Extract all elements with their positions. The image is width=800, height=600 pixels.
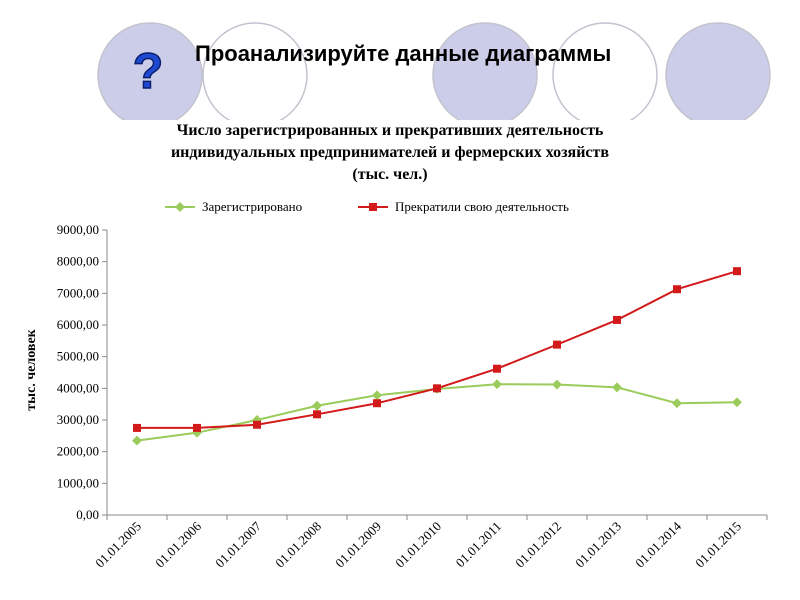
y-tick-label: 6000,00 [57, 317, 99, 332]
series-2-point [373, 399, 381, 408]
chart-title-line-1: Число зарегистрированных и прекративших … [176, 122, 604, 139]
legend-label-1: Зарегистрировано [202, 199, 302, 214]
series-1-point [492, 379, 502, 390]
x-tick-label: 01.01.2014 [632, 518, 684, 570]
x-tick-label: 01.01.2008 [272, 519, 324, 571]
y-tick-label: 1000,00 [57, 475, 99, 490]
series-1-point [732, 397, 742, 408]
y-tick-label: 5000,00 [57, 349, 99, 364]
x-tick-label: 01.01.2006 [152, 518, 204, 570]
series-2-point [673, 285, 681, 294]
decor-circle-3 [432, 22, 538, 120]
series-1-point [312, 400, 322, 411]
x-tick-label: 01.01.2013 [572, 519, 624, 571]
y-tick-label: 2000,00 [57, 444, 99, 459]
y-axis-title: тыс. человек [24, 328, 39, 410]
decorative-circles: ? [97, 22, 771, 120]
series-1-point [552, 379, 562, 390]
x-tick-label: 01.01.2011 [452, 519, 504, 571]
series-2-point [433, 384, 441, 393]
slide-title: Проанализируйте данные диаграммы [195, 41, 612, 66]
chart-title-line-2: индивидуальных предпринимателей и фермер… [170, 144, 610, 161]
y-tick-label: 8000,00 [57, 254, 99, 269]
series-2-point [613, 315, 621, 324]
x-tick-label: 01.01.2010 [392, 519, 444, 571]
series-2-point [193, 423, 201, 432]
line-chart: 0,00 1000,00 2000,00 3000,00 4000,00 5000,00 6… [24, 199, 768, 571]
series-1-point [132, 435, 142, 446]
series-2-point [553, 340, 561, 349]
y-tick-label: 4000,00 [57, 380, 99, 395]
question-mark-icon: ? [133, 43, 164, 99]
series-line-2 [137, 270, 738, 429]
y-tick-label: 9000,00 [57, 222, 99, 237]
legend-label-2: Прекратили свою деятельность [395, 199, 569, 214]
series-2-point [493, 364, 501, 373]
decor-circle-2 [202, 22, 308, 120]
decor-circle-5 [665, 22, 771, 120]
x-tick-label: 01.01.2015 [692, 519, 744, 571]
series-2-point [133, 423, 141, 432]
legend-marker-1 [175, 202, 185, 212]
y-tick-label: 7000,00 [57, 285, 99, 300]
series-1-point [372, 390, 382, 401]
y-tick-label: 3000,00 [57, 412, 99, 427]
series-2-point [313, 410, 321, 419]
decor-circle-4 [552, 22, 658, 120]
x-tick-label: 01.01.2005 [92, 519, 144, 571]
series-1-point [672, 398, 682, 409]
chart-title: Число зарегистрированных и прекративших … [80, 120, 700, 186]
x-tick-label: 01.01.2007 [212, 518, 264, 570]
x-tick-label: 01.01.2009 [332, 519, 384, 571]
decor-circle-1 [97, 22, 203, 120]
series-1-point [612, 382, 622, 393]
series-2-point [733, 267, 741, 276]
x-tick-label: 01.01.2012 [512, 519, 564, 571]
series-2-point [253, 420, 261, 429]
y-tick-label: 0,00 [76, 507, 99, 522]
chart-title-line-3: (тыс. чел.) [352, 166, 428, 183]
legend-marker-2 [369, 203, 377, 211]
